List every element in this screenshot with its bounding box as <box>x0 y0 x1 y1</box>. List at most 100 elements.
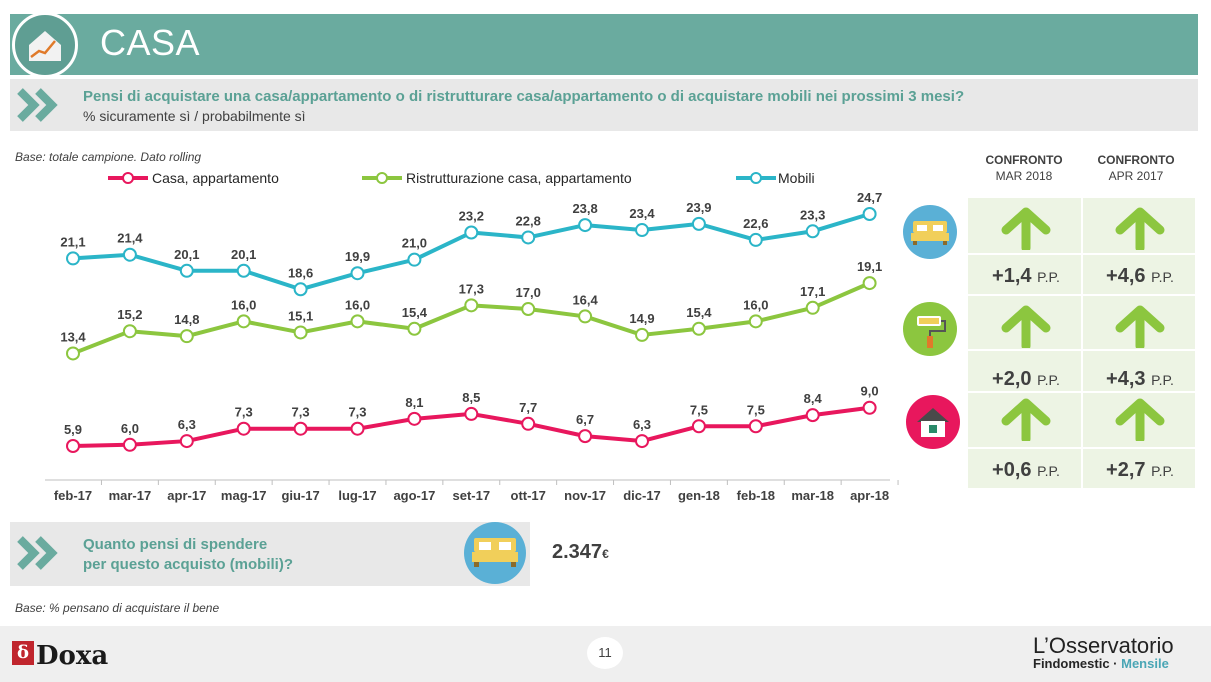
legend-label-ristrutturazione: Ristrutturazione casa, appartamento <box>406 170 632 186</box>
data-label: 8,5 <box>462 390 480 405</box>
data-point <box>691 419 706 434</box>
data-point <box>407 411 422 426</box>
data-point <box>464 406 479 421</box>
x-tick-label: apr-18 <box>850 488 889 503</box>
data-label: 17,1 <box>800 284 825 299</box>
data-label: 13,4 <box>60 329 86 344</box>
data-label: 17,3 <box>459 281 484 296</box>
data-point <box>578 218 593 233</box>
data-point <box>691 321 706 336</box>
data-point <box>748 419 763 434</box>
question-text: Pensi di acquistare una casa/appartament… <box>83 88 965 105</box>
up-arrow-icon <box>1114 397 1166 446</box>
data-label: 7,3 <box>292 405 310 420</box>
question-box <box>10 79 1198 131</box>
data-label: 7,5 <box>747 402 765 417</box>
x-tick-label: giu-17 <box>281 488 319 503</box>
data-label: 6,3 <box>633 417 651 432</box>
data-label: 6,3 <box>178 417 196 432</box>
data-point <box>122 437 137 452</box>
data-label: 8,1 <box>405 395 423 410</box>
data-label: 16,0 <box>231 297 256 312</box>
spend-question-box <box>10 522 530 586</box>
x-tick-label: mar-17 <box>109 488 152 503</box>
comparison-value-house-mar: +0,6 P.P. <box>992 459 1060 481</box>
data-label: 19,1 <box>857 259 882 274</box>
data-label: 21,1 <box>60 234 85 249</box>
data-point <box>407 252 422 267</box>
data-label: 16,0 <box>743 297 768 312</box>
paint-roller-icon <box>903 302 957 356</box>
data-point <box>635 327 649 342</box>
data-label: 24,7 <box>857 190 882 205</box>
data-label: 20,1 <box>174 247 199 262</box>
data-point <box>66 251 80 266</box>
data-point <box>805 300 820 315</box>
data-point <box>464 225 479 240</box>
spend-question: Quanto pensi di spendere per questo acqu… <box>83 536 294 573</box>
x-tick-label: lug-17 <box>338 488 376 503</box>
page-title: CASA <box>100 22 201 63</box>
x-tick-label: mar-18 <box>791 488 834 503</box>
data-label: 23,4 <box>629 206 655 221</box>
up-arrow-icon <box>1000 397 1052 446</box>
data-point <box>862 276 877 291</box>
chevron-double-icon-2 <box>17 536 58 570</box>
data-label: 18,6 <box>288 265 313 280</box>
comparison-value-paint-mar: +2,0 P.P. <box>992 368 1060 390</box>
data-label: 23,9 <box>686 200 711 215</box>
comparison-value-paint-apr: +4,3 P.P. <box>1106 368 1174 390</box>
x-tick-label: ott-17 <box>511 488 546 503</box>
legend-marker-1 <box>376 172 388 184</box>
data-label: 15,4 <box>402 305 428 320</box>
comparison-panel <box>968 198 1195 488</box>
data-label: 7,7 <box>519 400 537 415</box>
data-point <box>805 224 820 239</box>
doxa-logo: δ Doxa <box>12 641 108 671</box>
data-label: 21,0 <box>402 236 427 251</box>
osservatorio-logo-subtitle: Findomestic · Mensile <box>1033 656 1169 671</box>
x-tick-label: dic-17 <box>623 488 661 503</box>
question-subtitle: % sicuramente sì / probabilmente sì <box>83 108 306 124</box>
base-note: Base: totale campione. Dato rolling <box>15 150 202 164</box>
data-point <box>521 302 536 317</box>
data-point <box>521 230 536 245</box>
legend-marker-2 <box>750 172 762 184</box>
bed-icon <box>903 205 957 259</box>
data-label: 16,0 <box>345 297 370 312</box>
data-label: 7,5 <box>690 402 708 417</box>
data-point <box>293 325 308 340</box>
data-point <box>407 321 422 336</box>
house-chart-logo-icon <box>12 12 78 78</box>
data-label: 6,0 <box>121 421 139 436</box>
data-point <box>521 416 536 431</box>
data-label: 15,1 <box>288 308 313 323</box>
data-label: 15,2 <box>117 307 142 322</box>
comparison-value-bed-apr: +4,6 P.P. <box>1106 265 1174 287</box>
data-point <box>805 408 820 423</box>
base-note-spend: Base: % pensano di acquistare il bene <box>15 601 220 615</box>
data-point <box>350 266 365 281</box>
data-label: 7,3 <box>235 405 253 420</box>
data-label: 19,9 <box>345 249 370 264</box>
data-label: 22,6 <box>743 216 768 231</box>
legend-label-mobili: Mobili <box>778 170 815 186</box>
header-bar <box>10 14 1198 75</box>
x-tick-label: mag-17 <box>221 488 267 503</box>
data-point <box>862 207 877 221</box>
data-label: 6,7 <box>576 412 594 427</box>
data-label: 23,8 <box>572 201 597 216</box>
data-label: 14,8 <box>174 312 199 327</box>
x-tick-label: ago-17 <box>393 488 435 503</box>
data-point <box>578 429 593 444</box>
data-point <box>748 314 763 329</box>
up-arrow-icon <box>1000 304 1052 353</box>
data-label: 8,4 <box>804 391 823 406</box>
x-tick-label: feb-17 <box>54 488 92 503</box>
x-tick-label: gen-18 <box>678 488 720 503</box>
data-point <box>236 421 251 436</box>
data-point <box>122 324 137 339</box>
data-point <box>236 263 251 278</box>
data-point <box>578 309 593 324</box>
